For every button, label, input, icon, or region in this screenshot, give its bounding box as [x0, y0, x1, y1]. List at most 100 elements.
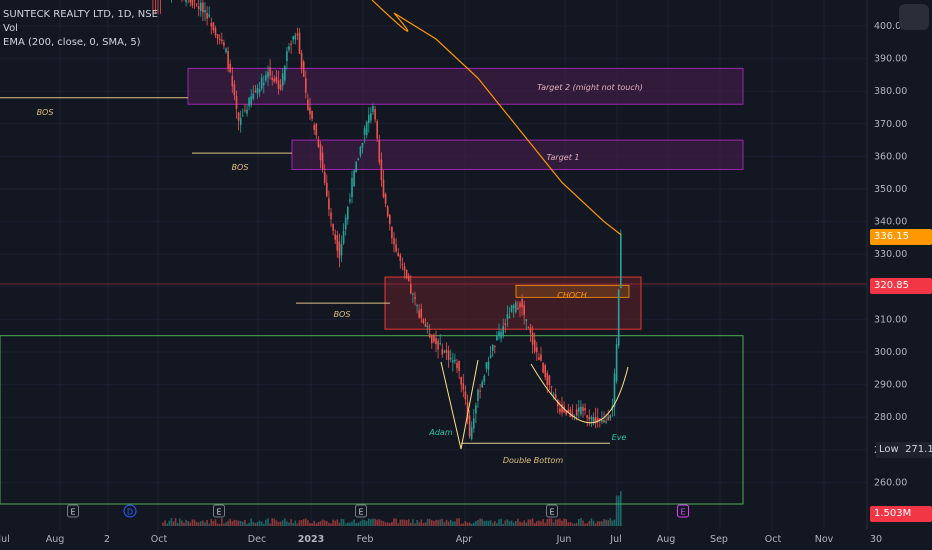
candle-body [298, 32, 301, 54]
candle-body [370, 113, 372, 121]
volume-bar [361, 519, 364, 526]
volume-bar [441, 518, 444, 526]
ema-line [371, 0, 622, 236]
candle-body [286, 51, 288, 61]
volume-bar [168, 520, 171, 526]
volume-indicator-label[interactable]: Vol [3, 23, 18, 34]
volume-bar [164, 520, 166, 526]
volume-bar [468, 522, 471, 526]
volume-bar [237, 520, 240, 526]
candle-body [397, 252, 399, 257]
choch-box [515, 284, 630, 298]
candle-body [575, 409, 578, 416]
candle-body [216, 34, 219, 39]
volume-bar [279, 521, 282, 526]
choch-label: CHOCH [557, 291, 587, 300]
volume-bar [557, 519, 559, 526]
price-tick-label: 340.00 [874, 217, 907, 228]
volume-bar [269, 523, 271, 526]
candle-body [521, 299, 523, 308]
candle-body [319, 144, 322, 161]
candle-body [443, 351, 446, 353]
candle-body [239, 117, 242, 125]
candle-body [462, 383, 465, 390]
candle-body [214, 28, 217, 36]
volume-bar [588, 521, 591, 526]
volume-bar [580, 518, 582, 526]
volume-bar [342, 519, 345, 526]
candle-body [473, 418, 475, 429]
price-tick-label: 350.00 [874, 184, 907, 195]
volume-bar [206, 520, 208, 526]
ema-indicator-label[interactable]: EMA (200, close, 0, SMA, 5) [3, 37, 141, 48]
volume-bar [483, 520, 486, 526]
volume-bar [246, 523, 248, 526]
symbol-title[interactable]: SUNTECK REALTY LTD, 1D, NSE [3, 9, 158, 20]
candle-body [592, 417, 595, 423]
volume-bar [344, 523, 347, 526]
candle-body [466, 402, 469, 420]
volume-bar [578, 519, 580, 526]
candle-body [212, 22, 215, 31]
candle-body [517, 307, 519, 310]
candle-body [321, 152, 324, 170]
target-2-zone [187, 67, 744, 105]
volume-bar [200, 521, 202, 526]
price-tick-label: 400.00 [874, 21, 907, 32]
candle-body [559, 408, 561, 413]
candle-body [584, 408, 586, 411]
candle-body [277, 80, 280, 89]
candle-body [229, 63, 231, 73]
candle-body [353, 170, 355, 187]
candle-body [544, 365, 546, 378]
chart-menu-button[interactable] [899, 4, 929, 30]
volume-bar [208, 523, 210, 526]
volume-bar [244, 519, 246, 526]
candle-body [546, 373, 549, 386]
candle-body [477, 389, 479, 401]
volume-bar [365, 520, 368, 526]
volume-bar [386, 522, 389, 526]
candle-body [349, 199, 351, 202]
volume-bar [221, 518, 223, 526]
bos-label-2: BOS [232, 163, 249, 172]
volume-bar [389, 522, 391, 526]
candle-body [441, 349, 444, 355]
time-tick-label: Jul [0, 534, 10, 545]
candle-body [590, 417, 593, 420]
candle-body [414, 296, 416, 300]
candle-body [389, 215, 391, 224]
volume-bar [420, 519, 423, 526]
volume-bar [594, 523, 597, 526]
candle-body [407, 275, 410, 282]
volume-bar [567, 522, 570, 526]
volume-bar [437, 520, 439, 526]
volume-bar [321, 519, 324, 526]
candle-body [206, 13, 208, 19]
volume-bar [533, 523, 536, 526]
candle-body [428, 333, 431, 338]
candle-body [189, 0, 192, 3]
candle-body [536, 347, 538, 353]
bos-label-1: BOS [37, 108, 54, 117]
volume-bar [617, 495, 620, 526]
candle-body [357, 158, 360, 161]
volume-bar [202, 520, 204, 526]
candle-body [185, 0, 187, 3]
volume-bar [263, 523, 265, 526]
candle-body [475, 405, 477, 414]
candle-body [515, 302, 517, 313]
event-marker-text: E [549, 508, 554, 517]
candle-body [529, 327, 532, 334]
candle-body [279, 84, 282, 90]
volume-bar [307, 520, 309, 526]
volume-bar [536, 521, 538, 526]
candle-body [460, 376, 462, 385]
volume-bar [298, 520, 301, 526]
candle-body [368, 114, 370, 123]
candle-body [445, 349, 448, 353]
volume-bar [172, 521, 175, 526]
candle-body [269, 67, 271, 76]
volume-bar [397, 523, 399, 526]
